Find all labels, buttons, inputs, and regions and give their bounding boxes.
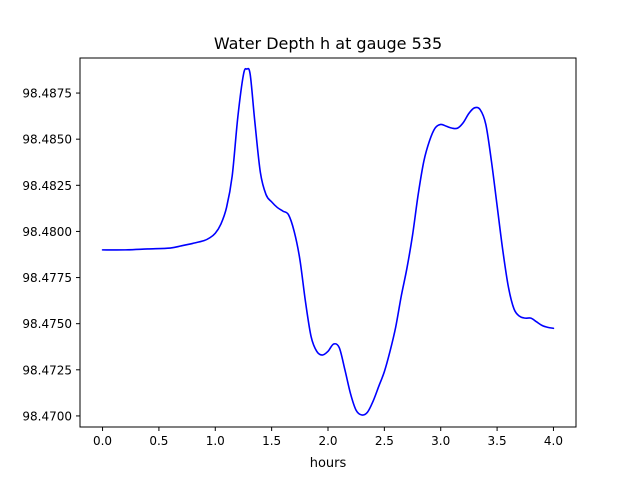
x-tick-label: 2.0 bbox=[318, 434, 337, 448]
series-layer bbox=[101, 67, 555, 416]
x-tick-label: 3.0 bbox=[431, 434, 450, 448]
x-tick-label: 3.5 bbox=[488, 434, 507, 448]
x-tick-label: 4.0 bbox=[544, 434, 563, 448]
y-axis-ticks: 98.4700 98.4725 98.4750 98.4775 98.4800 98.48… bbox=[22, 87, 80, 423]
y-tick-label: 98.4775 bbox=[22, 271, 72, 285]
y-tick-label: 98.4850 bbox=[22, 133, 72, 147]
x-tick-label: 1.0 bbox=[206, 434, 225, 448]
x-tick-label: 0.5 bbox=[149, 434, 168, 448]
x-axis-label: hours bbox=[310, 456, 347, 471]
y-tick-label: 98.4800 bbox=[22, 225, 72, 239]
series-line-0 bbox=[101, 67, 555, 416]
chart-title: Water Depth h at gauge 535 bbox=[214, 34, 442, 53]
x-axis-ticks: 0.0 0.5 1.0 1.5 2.0 2.5 3.0 3.5 4.0 bbox=[93, 427, 563, 448]
x-tick-label: 2.5 bbox=[375, 434, 394, 448]
y-tick-label: 98.4700 bbox=[22, 409, 72, 423]
x-tick-label: 0.0 bbox=[93, 434, 112, 448]
y-tick-label: 98.4750 bbox=[22, 317, 72, 331]
y-tick-label: 98.4825 bbox=[22, 179, 72, 193]
x-tick-label: 1.5 bbox=[262, 434, 281, 448]
y-tick-label: 98.4725 bbox=[22, 363, 72, 377]
y-tick-label: 98.4875 bbox=[22, 87, 72, 101]
